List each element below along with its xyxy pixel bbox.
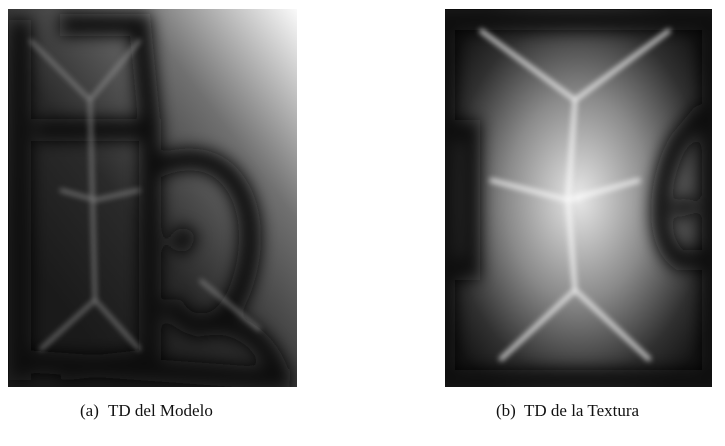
caption-text: TD de la Textura [524, 401, 640, 420]
image-a [8, 9, 297, 387]
caption-label: (b) [496, 401, 516, 420]
caption-text: TD del Modelo [108, 401, 213, 420]
image-b [445, 9, 712, 387]
caption-label: (a) [80, 401, 99, 420]
figure: (a) TD del Modelo (b) TD de la Textura [0, 0, 725, 446]
